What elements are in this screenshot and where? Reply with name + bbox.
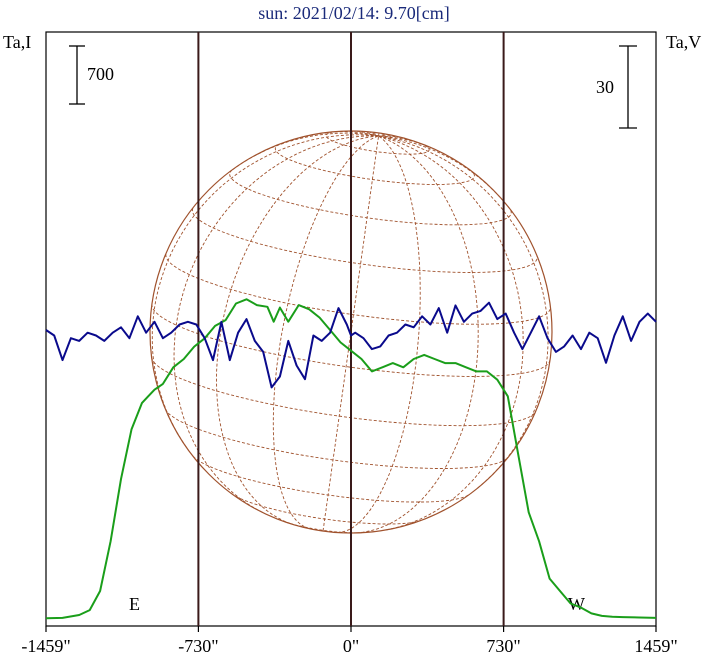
longitude-line — [378, 134, 390, 137]
x-tick-label: 1459" — [634, 636, 678, 656]
longitude-line — [368, 131, 379, 137]
latitude-line — [229, 169, 512, 226]
longitude-line — [352, 130, 379, 137]
latitude-line — [274, 143, 475, 185]
longitude-line — [232, 132, 379, 171]
intensity-series-line — [45, 298, 657, 620]
latitude-line — [191, 208, 538, 273]
latitude-line — [164, 408, 509, 469]
left-axis-label: Ta,I — [3, 32, 32, 52]
chart-title: sun: 2021/02/14: 9.70[cm] — [258, 3, 450, 23]
solar-disk-grid — [149, 130, 553, 534]
x-axis-ticks — [45, 626, 657, 632]
x-tick-label: 0" — [342, 636, 360, 656]
right-scale-bar — [619, 45, 637, 129]
longitude-line — [151, 134, 379, 448]
latitude-line — [151, 357, 536, 427]
x-tick-label: -1459" — [21, 636, 71, 656]
longitude-line — [356, 135, 479, 534]
west-limb-label: W — [568, 594, 585, 614]
longitude-line — [378, 135, 511, 209]
longitude-line — [216, 135, 379, 524]
longitude-line — [378, 132, 380, 137]
longitude-line — [173, 135, 379, 513]
longitude-line — [378, 135, 549, 489]
series-layer — [45, 298, 657, 620]
left-scale-bar — [69, 45, 85, 105]
longitude-line — [378, 135, 524, 531]
longitude-line — [337, 135, 421, 533]
longitude-line — [378, 135, 406, 139]
longitude-line — [322, 135, 379, 531]
east-limb-label: E — [129, 594, 140, 614]
left-scale-bar-label: 700 — [87, 64, 114, 84]
x-tick-label: -730" — [178, 636, 219, 656]
limb-lines — [197, 32, 505, 626]
x-tick-label: 730" — [486, 636, 521, 656]
right-scale-bar-label: 30 — [596, 77, 614, 97]
polarization-series-line — [45, 301, 657, 389]
latitude-line — [325, 130, 430, 155]
right-axis-label: Ta,V — [666, 32, 702, 52]
longitude-line — [378, 135, 432, 149]
latitude-line — [165, 254, 551, 325]
longitude-line — [272, 135, 379, 529]
